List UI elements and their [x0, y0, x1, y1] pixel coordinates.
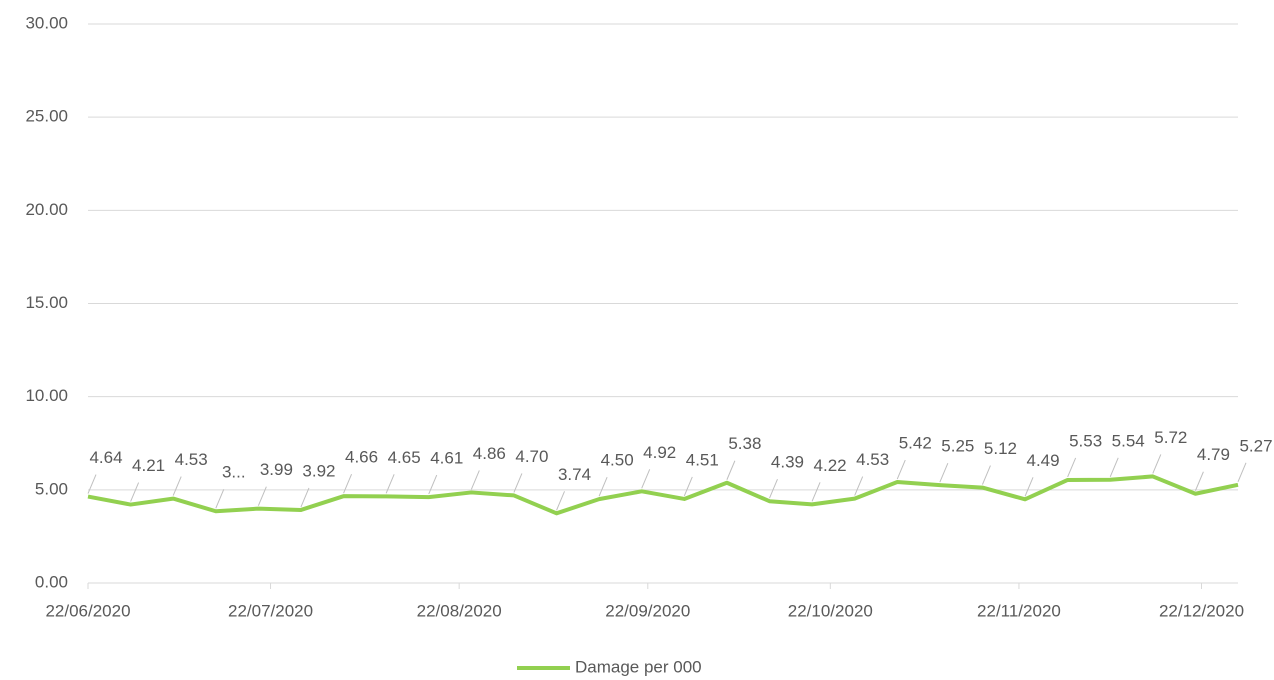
x-tick-label: 22/07/2020 — [228, 601, 313, 620]
leader-line — [470, 470, 480, 490]
leader-line — [428, 474, 438, 495]
data-label: 4.51 — [686, 450, 719, 469]
leader-line — [1067, 457, 1077, 478]
data-label: 4.65 — [388, 448, 421, 467]
data-label: 4.86 — [473, 444, 506, 463]
leader-line — [896, 459, 906, 480]
x-tick-label: 22/12/2020 — [1159, 601, 1244, 620]
leader-line — [1109, 457, 1119, 477]
data-label: 4.79 — [1197, 445, 1230, 464]
data-label: 5.42 — [899, 433, 932, 452]
leader-line — [769, 479, 778, 499]
leader-line — [1024, 477, 1034, 497]
data-label: 4.50 — [601, 451, 634, 470]
leader-line — [172, 476, 182, 496]
leader-line — [683, 476, 693, 497]
data-label: 5.72 — [1154, 428, 1187, 447]
leader-line — [257, 486, 267, 506]
y-tick-label: 5.00 — [35, 479, 68, 498]
leader-line — [513, 473, 523, 493]
y-tick-label: 15.00 — [25, 293, 68, 312]
leader-line — [598, 476, 608, 497]
y-tick-label: 10.00 — [25, 386, 68, 405]
leader-line — [1237, 462, 1247, 482]
x-tick-label: 22/09/2020 — [605, 601, 690, 620]
data-label: 3... — [222, 463, 246, 482]
leader-line — [854, 476, 864, 496]
data-label: 5.12 — [984, 439, 1017, 458]
data-label: 4.39 — [771, 453, 804, 472]
leader-line — [1152, 454, 1162, 474]
leader-line — [385, 474, 395, 494]
data-label: 4.53 — [856, 450, 889, 469]
data-label: 4.92 — [643, 443, 676, 462]
data-label: 4.66 — [345, 448, 378, 467]
leader-line — [300, 487, 310, 508]
data-label: 4.22 — [814, 456, 847, 475]
leader-line — [939, 462, 949, 483]
data-label: 4.53 — [175, 450, 208, 469]
leader-line — [641, 469, 651, 489]
y-tick-label: 25.00 — [25, 107, 68, 126]
leader-line — [215, 489, 225, 509]
data-label: 5.38 — [728, 434, 761, 453]
leader-line — [130, 482, 140, 502]
data-label: 5.25 — [941, 437, 974, 456]
x-tick-label: 22/06/2020 — [45, 601, 130, 620]
leader-line — [87, 474, 97, 494]
data-label: 4.49 — [1026, 451, 1059, 470]
x-tick-label: 22/10/2020 — [788, 601, 873, 620]
data-label: 4.64 — [89, 448, 122, 467]
y-tick-label: 30.00 — [25, 13, 68, 32]
data-label: 4.70 — [515, 447, 548, 466]
leader-line — [726, 460, 736, 480]
legend-label: Damage per 000 — [575, 657, 702, 676]
line — [87, 474, 1239, 516]
data-label: 5.53 — [1069, 431, 1102, 450]
y-tick-label: 20.00 — [25, 200, 68, 219]
leader-line — [1194, 471, 1204, 491]
data-label: 3.74 — [558, 465, 591, 484]
data-label: 5.27 — [1239, 436, 1272, 455]
data-label: 4.21 — [132, 456, 165, 475]
y-tick-label: 0.00 — [35, 572, 68, 591]
leader-line — [556, 491, 565, 511]
leader-line — [343, 473, 353, 494]
leader-line — [811, 482, 821, 502]
x-tick-label: 22/08/2020 — [417, 601, 502, 620]
data-label: 3.92 — [302, 461, 335, 480]
data-label: 5.54 — [1112, 431, 1145, 450]
data-label: 3.99 — [260, 460, 293, 479]
data-label: 4.61 — [430, 449, 463, 468]
leader-line — [981, 465, 991, 485]
x-tick-label: 22/11/2020 — [977, 601, 1061, 620]
